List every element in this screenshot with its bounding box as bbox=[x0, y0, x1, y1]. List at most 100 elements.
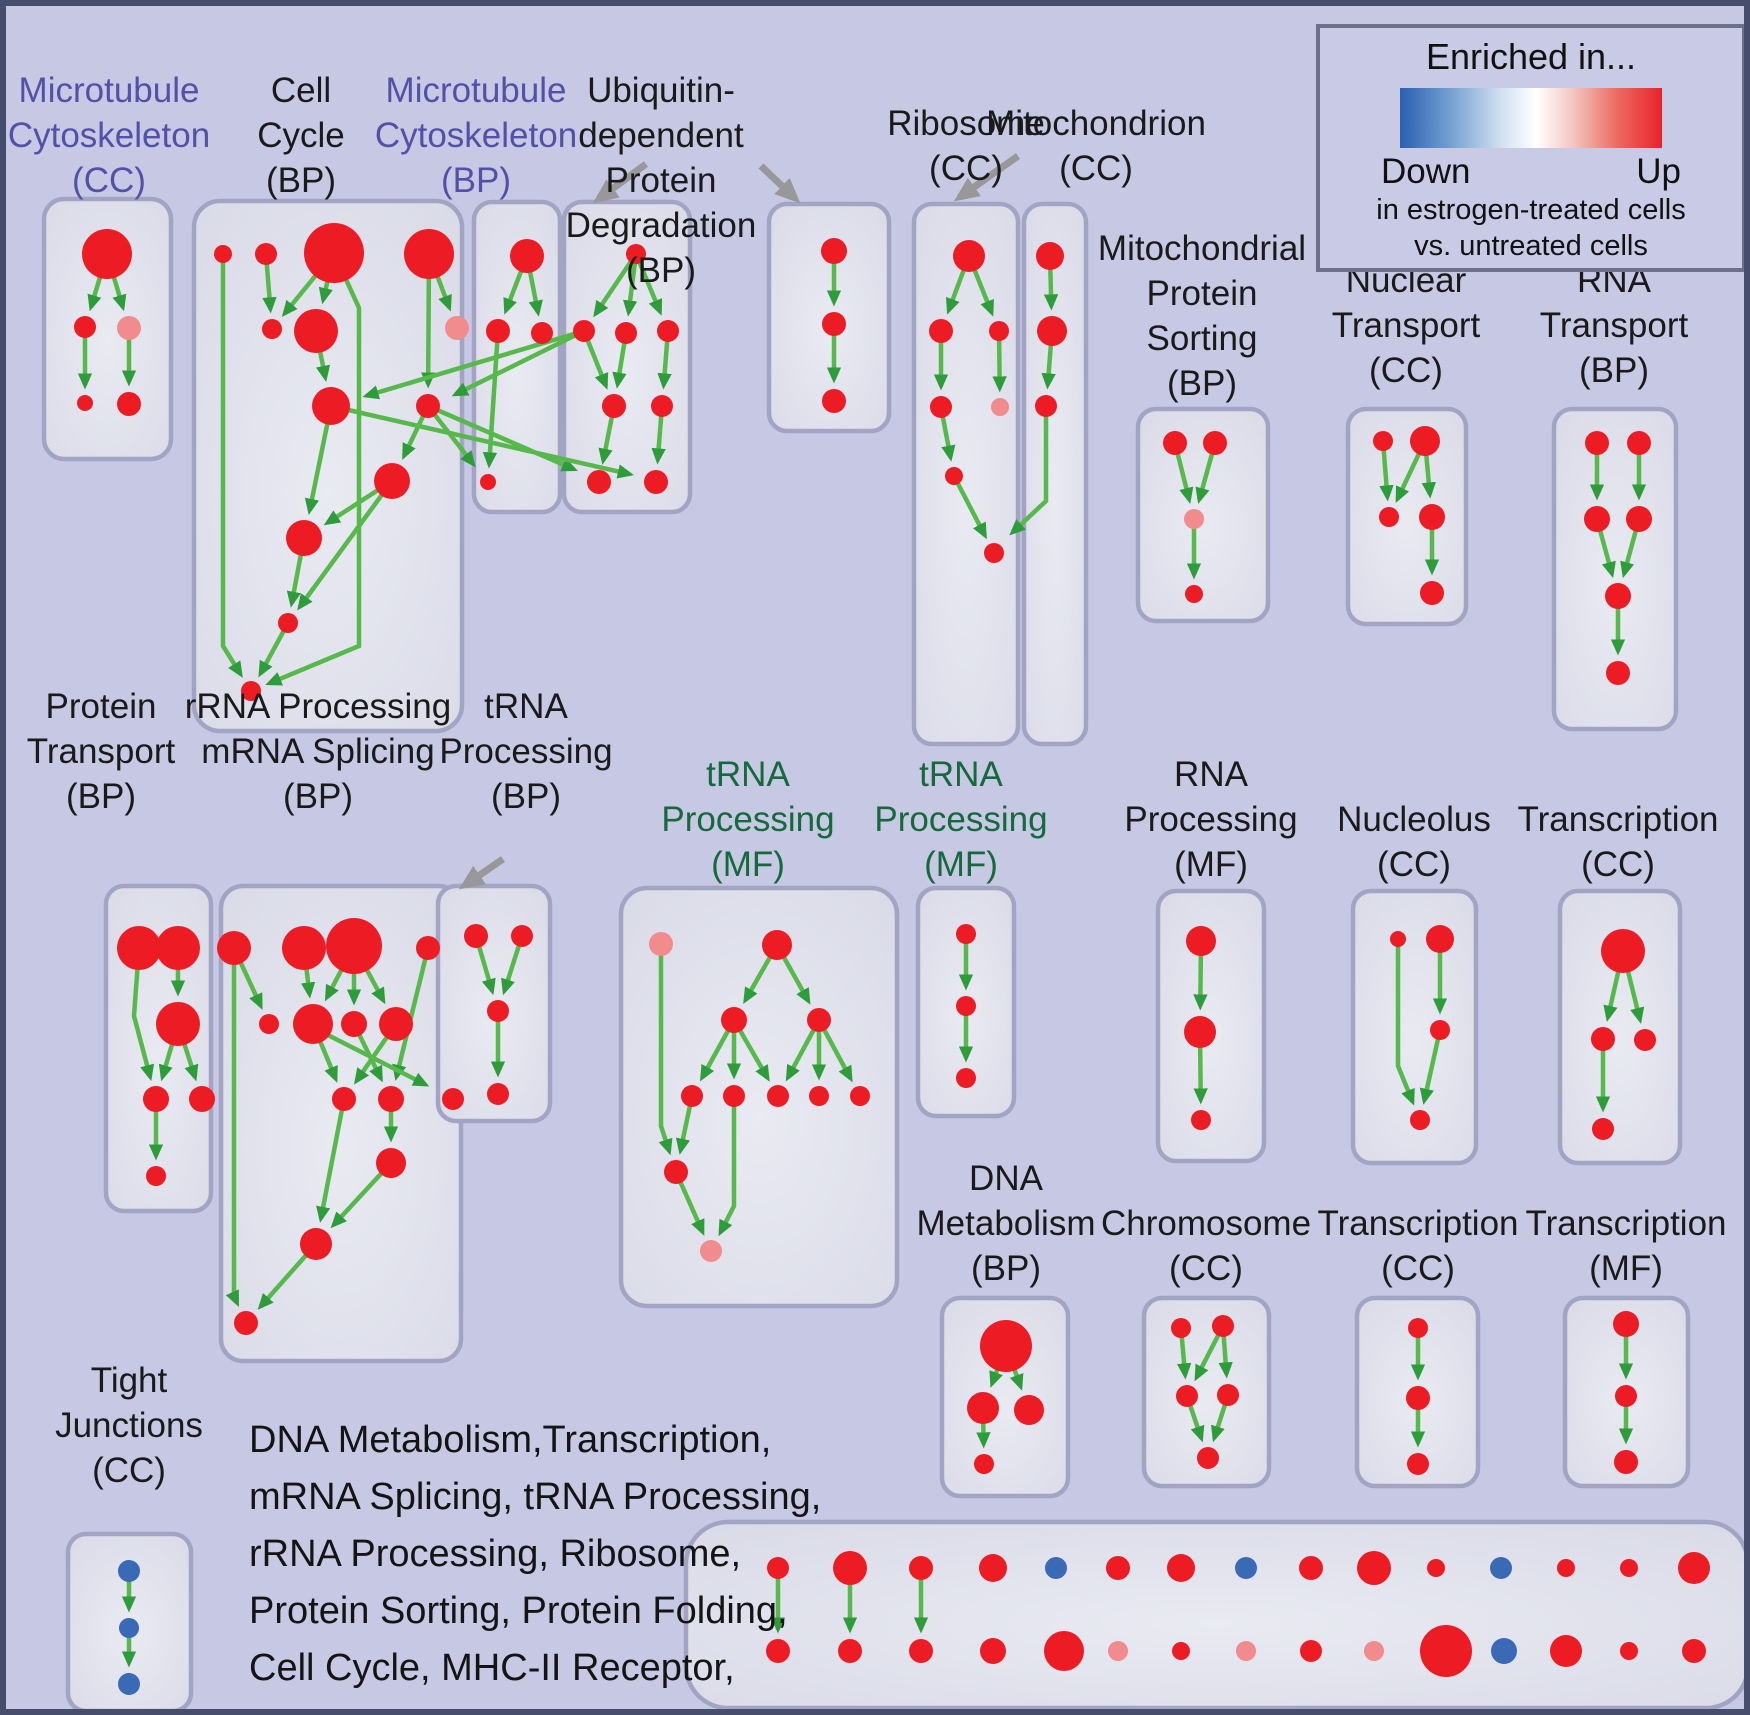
cluster-label-line: Microtubule bbox=[18, 71, 200, 110]
node-red bbox=[1390, 931, 1406, 947]
cluster-label-line: rRNA Processing bbox=[184, 687, 452, 726]
node-red bbox=[1410, 1110, 1430, 1130]
cluster-label-line: dependent bbox=[578, 116, 744, 155]
node-pink bbox=[1108, 1641, 1128, 1661]
node-red bbox=[1373, 431, 1393, 451]
cluster-label-line: Transcription bbox=[1517, 800, 1719, 839]
node-red bbox=[766, 1639, 790, 1663]
cluster-label-line: (BP) bbox=[625, 251, 696, 290]
node-red bbox=[984, 543, 1004, 563]
cluster-label-2: Microtubule Cytoskeleton (BP) bbox=[375, 68, 577, 203]
edge bbox=[316, 1098, 347, 1223]
node-red bbox=[1585, 431, 1609, 455]
misc-category-list: DNA Metabolism,Transcription, mRNA Splici… bbox=[249, 1412, 822, 1709]
cluster-label-line: tRNA bbox=[706, 755, 790, 794]
cluster-label-line: Transport bbox=[1331, 306, 1481, 345]
cluster-label-line: (CC) bbox=[1381, 1249, 1455, 1288]
cluster-label-line: Ribosome bbox=[887, 104, 1045, 143]
node-red bbox=[762, 930, 792, 960]
node-red bbox=[1426, 925, 1454, 953]
node-red bbox=[374, 463, 410, 499]
cluster-label-4: Ribosome (CC) bbox=[887, 101, 1045, 191]
node-red bbox=[442, 1088, 464, 1110]
node-red bbox=[1406, 1386, 1430, 1410]
node-red bbox=[511, 925, 533, 947]
node-red bbox=[1014, 1395, 1044, 1425]
node-red bbox=[1176, 1385, 1198, 1407]
cluster-label-21: Tight Junctions (CC) bbox=[55, 1358, 203, 1493]
cluster-label-line: DNA bbox=[969, 1159, 1043, 1198]
edge bbox=[427, 403, 578, 472]
node-red bbox=[1357, 1551, 1391, 1585]
node-red bbox=[1106, 1556, 1130, 1580]
cluster-label-5: Mitochondrion (CC) bbox=[986, 101, 1206, 191]
edge bbox=[458, 856, 505, 890]
cluster-label-line: tRNA bbox=[484, 687, 568, 726]
node-red bbox=[1300, 1640, 1322, 1662]
node-red bbox=[1184, 1016, 1216, 1048]
node-red bbox=[909, 1639, 933, 1663]
node-red bbox=[1410, 426, 1440, 456]
network-diagram bbox=[41, 153, 1744, 1709]
cluster-label-0: Microtubule Cytoskeleton (CC) bbox=[8, 68, 210, 203]
cluster-label-line: Protein bbox=[1146, 274, 1258, 313]
node-red bbox=[217, 931, 251, 965]
cluster-label-line: (BP) bbox=[65, 777, 136, 816]
legend-subtitle-2: vs. untreated cells bbox=[1414, 230, 1648, 262]
cluster-label-12: tRNA Processing (MF) bbox=[661, 752, 834, 887]
node-red bbox=[326, 918, 382, 974]
node-red bbox=[1197, 1447, 1219, 1469]
node-red bbox=[1592, 1118, 1614, 1140]
node-red bbox=[615, 322, 637, 344]
node-red bbox=[956, 1068, 976, 1088]
legend-up-label: Up bbox=[1636, 152, 1681, 191]
cluster-label-15: Nucleolus (CC) bbox=[1337, 797, 1491, 887]
node-red bbox=[721, 1007, 747, 1033]
node-red bbox=[486, 319, 510, 343]
node-red bbox=[573, 320, 595, 342]
node-red bbox=[1172, 1642, 1190, 1660]
cluster-label-line: (BP) bbox=[282, 777, 353, 816]
cluster-label-line: Junctions bbox=[55, 1406, 203, 1445]
cluster-label-line: (MF) bbox=[711, 845, 785, 884]
node-red bbox=[312, 387, 350, 425]
cluster-box-transcription-cc-upper bbox=[1557, 888, 1683, 1166]
node-red bbox=[1626, 506, 1652, 532]
node-red bbox=[1420, 1625, 1472, 1677]
cluster-label-line: Nucleolus bbox=[1337, 800, 1491, 839]
legend-subtitle-1: in estrogen-treated cells bbox=[1376, 194, 1686, 226]
cluster-box-dna-metabolism bbox=[939, 1295, 1071, 1499]
cluster-label-13: tRNA Processing (MF) bbox=[874, 752, 1047, 887]
edge bbox=[265, 252, 362, 686]
node-red bbox=[651, 395, 673, 417]
cluster-label-9: Protein Transport (BP) bbox=[27, 684, 175, 819]
node-red bbox=[487, 1083, 509, 1105]
node-red bbox=[117, 392, 141, 416]
cluster-label-line: Mitochondrial bbox=[1097, 229, 1307, 268]
node-red bbox=[1379, 507, 1399, 527]
node-pink bbox=[649, 932, 673, 956]
node-red bbox=[767, 1557, 789, 1579]
node-red bbox=[234, 1311, 258, 1335]
node-red bbox=[1035, 395, 1057, 417]
edge bbox=[953, 153, 1021, 202]
cluster-label-line: (CC) bbox=[1377, 845, 1451, 884]
node-red bbox=[1615, 1385, 1637, 1407]
node-red bbox=[480, 474, 496, 490]
node-blue bbox=[1235, 1557, 1257, 1579]
node-red bbox=[255, 243, 277, 265]
node-red bbox=[332, 1087, 356, 1111]
node-red bbox=[723, 1085, 745, 1107]
node-red bbox=[404, 229, 454, 279]
edge bbox=[658, 944, 673, 1156]
misc-list-line: mRNA Splicing, tRNA Processing, bbox=[249, 1476, 822, 1518]
node-red bbox=[1620, 1642, 1638, 1660]
node-red bbox=[989, 321, 1009, 341]
cluster-label-11: tRNA Processing (BP) bbox=[439, 684, 612, 819]
cluster-label-line: Tight bbox=[90, 1361, 168, 1400]
node-red bbox=[767, 1085, 789, 1107]
node-red bbox=[189, 1086, 215, 1112]
node-red bbox=[657, 320, 679, 342]
misc-list-line: Cell Cycle, MHC-II Receptor, bbox=[249, 1647, 735, 1689]
